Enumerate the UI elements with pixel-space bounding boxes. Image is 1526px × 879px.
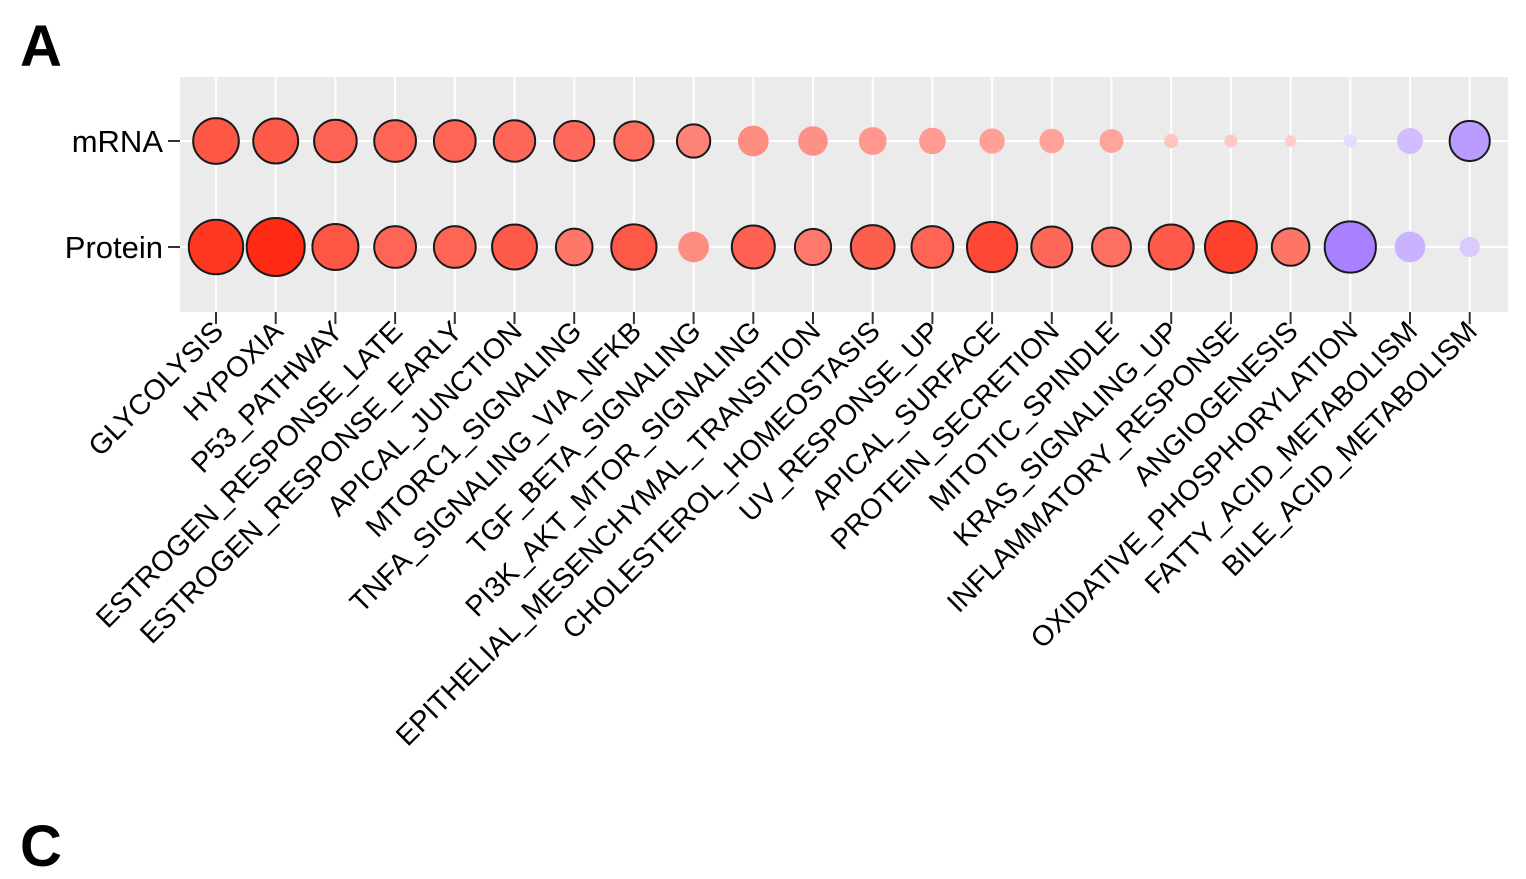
bubble-protein-oxidative-phosphorylation	[1323, 220, 1377, 274]
bubble-protein-cholesterol-homeostasis	[849, 224, 896, 270]
bubble-mrna-p53-pathway	[313, 118, 358, 164]
y-axis: mRNA Protein	[65, 124, 180, 265]
bubble-mrna-inflammatory-response	[1224, 134, 1238, 148]
bubble-mrna-fatty-acid-metabolism	[1397, 128, 1423, 154]
bubble-protein-epithelial-mesenchymal-transition	[793, 227, 833, 267]
bubble-protein-uv-response-up	[910, 225, 955, 269]
panel-label-a: A	[20, 14, 62, 79]
bubble-mrna-pi3k-akt-mtor-signaling	[737, 125, 769, 157]
bubble-mrna-tnfa-signaling-via-nfkb	[613, 120, 655, 162]
bubble-mrna-protein-secretion	[1039, 128, 1065, 154]
bubble-protein-glycolysis	[187, 218, 245, 276]
bubble-protein-estrogen-response-early	[432, 225, 477, 269]
bubble-mrna-tgf-beta-signaling	[675, 123, 712, 159]
bubble-mrna-cholesterol-homeostasis	[858, 127, 887, 155]
bubble-mrna-apical-junction	[492, 119, 537, 163]
bubble-protein-tnfa-signaling-via-nfkb	[610, 223, 658, 271]
bubble-protein-bile-acid-metabolism	[1459, 236, 1480, 258]
bubble-mrna-hypoxia	[252, 117, 300, 165]
bubble-mrna-glycolysis	[192, 117, 240, 165]
bubble-protein-kras-signaling-up	[1147, 223, 1195, 271]
bubble-protein-p53-pathway	[311, 222, 360, 272]
bubble-protein-estrogen-response-late	[373, 225, 418, 269]
plot-panel	[180, 77, 1508, 312]
bubble-protein-tgf-beta-signaling	[678, 231, 709, 263]
y-tick-label: mRNA	[72, 124, 164, 159]
bubble-protein-inflammatory-response	[1203, 220, 1258, 274]
bubble-mrna-uv-response-up	[919, 127, 946, 155]
bubble-mrna-kras-signaling-up	[1164, 133, 1179, 149]
y-tick-label: Protein	[65, 230, 163, 265]
bubble-chart: mRNA Protein GLYCOLYSISHYPOXIAP53_PATHWAY…	[65, 77, 1508, 752]
bubble-protein-hypoxia	[245, 217, 306, 277]
bubble-mrna-angiogenesis	[1284, 135, 1297, 147]
bubble-protein-pi3k-akt-mtor-signaling	[730, 224, 776, 270]
bubble-mrna-mtorc1-signaling	[553, 119, 596, 163]
bubble-protein-protein-secretion	[1030, 225, 1074, 269]
x-axis: GLYCOLYSISHYPOXIAP53_PATHWAYESTROGEN_RES…	[83, 312, 1484, 752]
bubble-mrna-epithelial-mesenchymal-transition	[798, 126, 828, 156]
bubble-protein-apical-surface	[965, 220, 1019, 274]
bubble-protein-fatty-acid-metabolism	[1394, 231, 1426, 263]
bubble-mrna-mitotic-spindle	[1099, 129, 1124, 153]
bubbles	[187, 117, 1491, 277]
bubble-mrna-estrogen-response-early	[432, 119, 477, 163]
bubble-protein-mitotic-spindle	[1091, 226, 1132, 268]
bubble-mrna-bile-acid-metabolism	[1448, 119, 1491, 163]
bubble-protein-angiogenesis	[1270, 227, 1311, 267]
bubble-mrna-apical-surface	[979, 128, 1005, 154]
bubble-mrna-oxidative-phosphorylation	[1343, 134, 1357, 148]
bubble-mrna-estrogen-response-late	[373, 119, 418, 163]
bubble-protein-apical-junction	[491, 223, 538, 271]
bubble-protein-mtorc1-signaling	[554, 227, 594, 267]
